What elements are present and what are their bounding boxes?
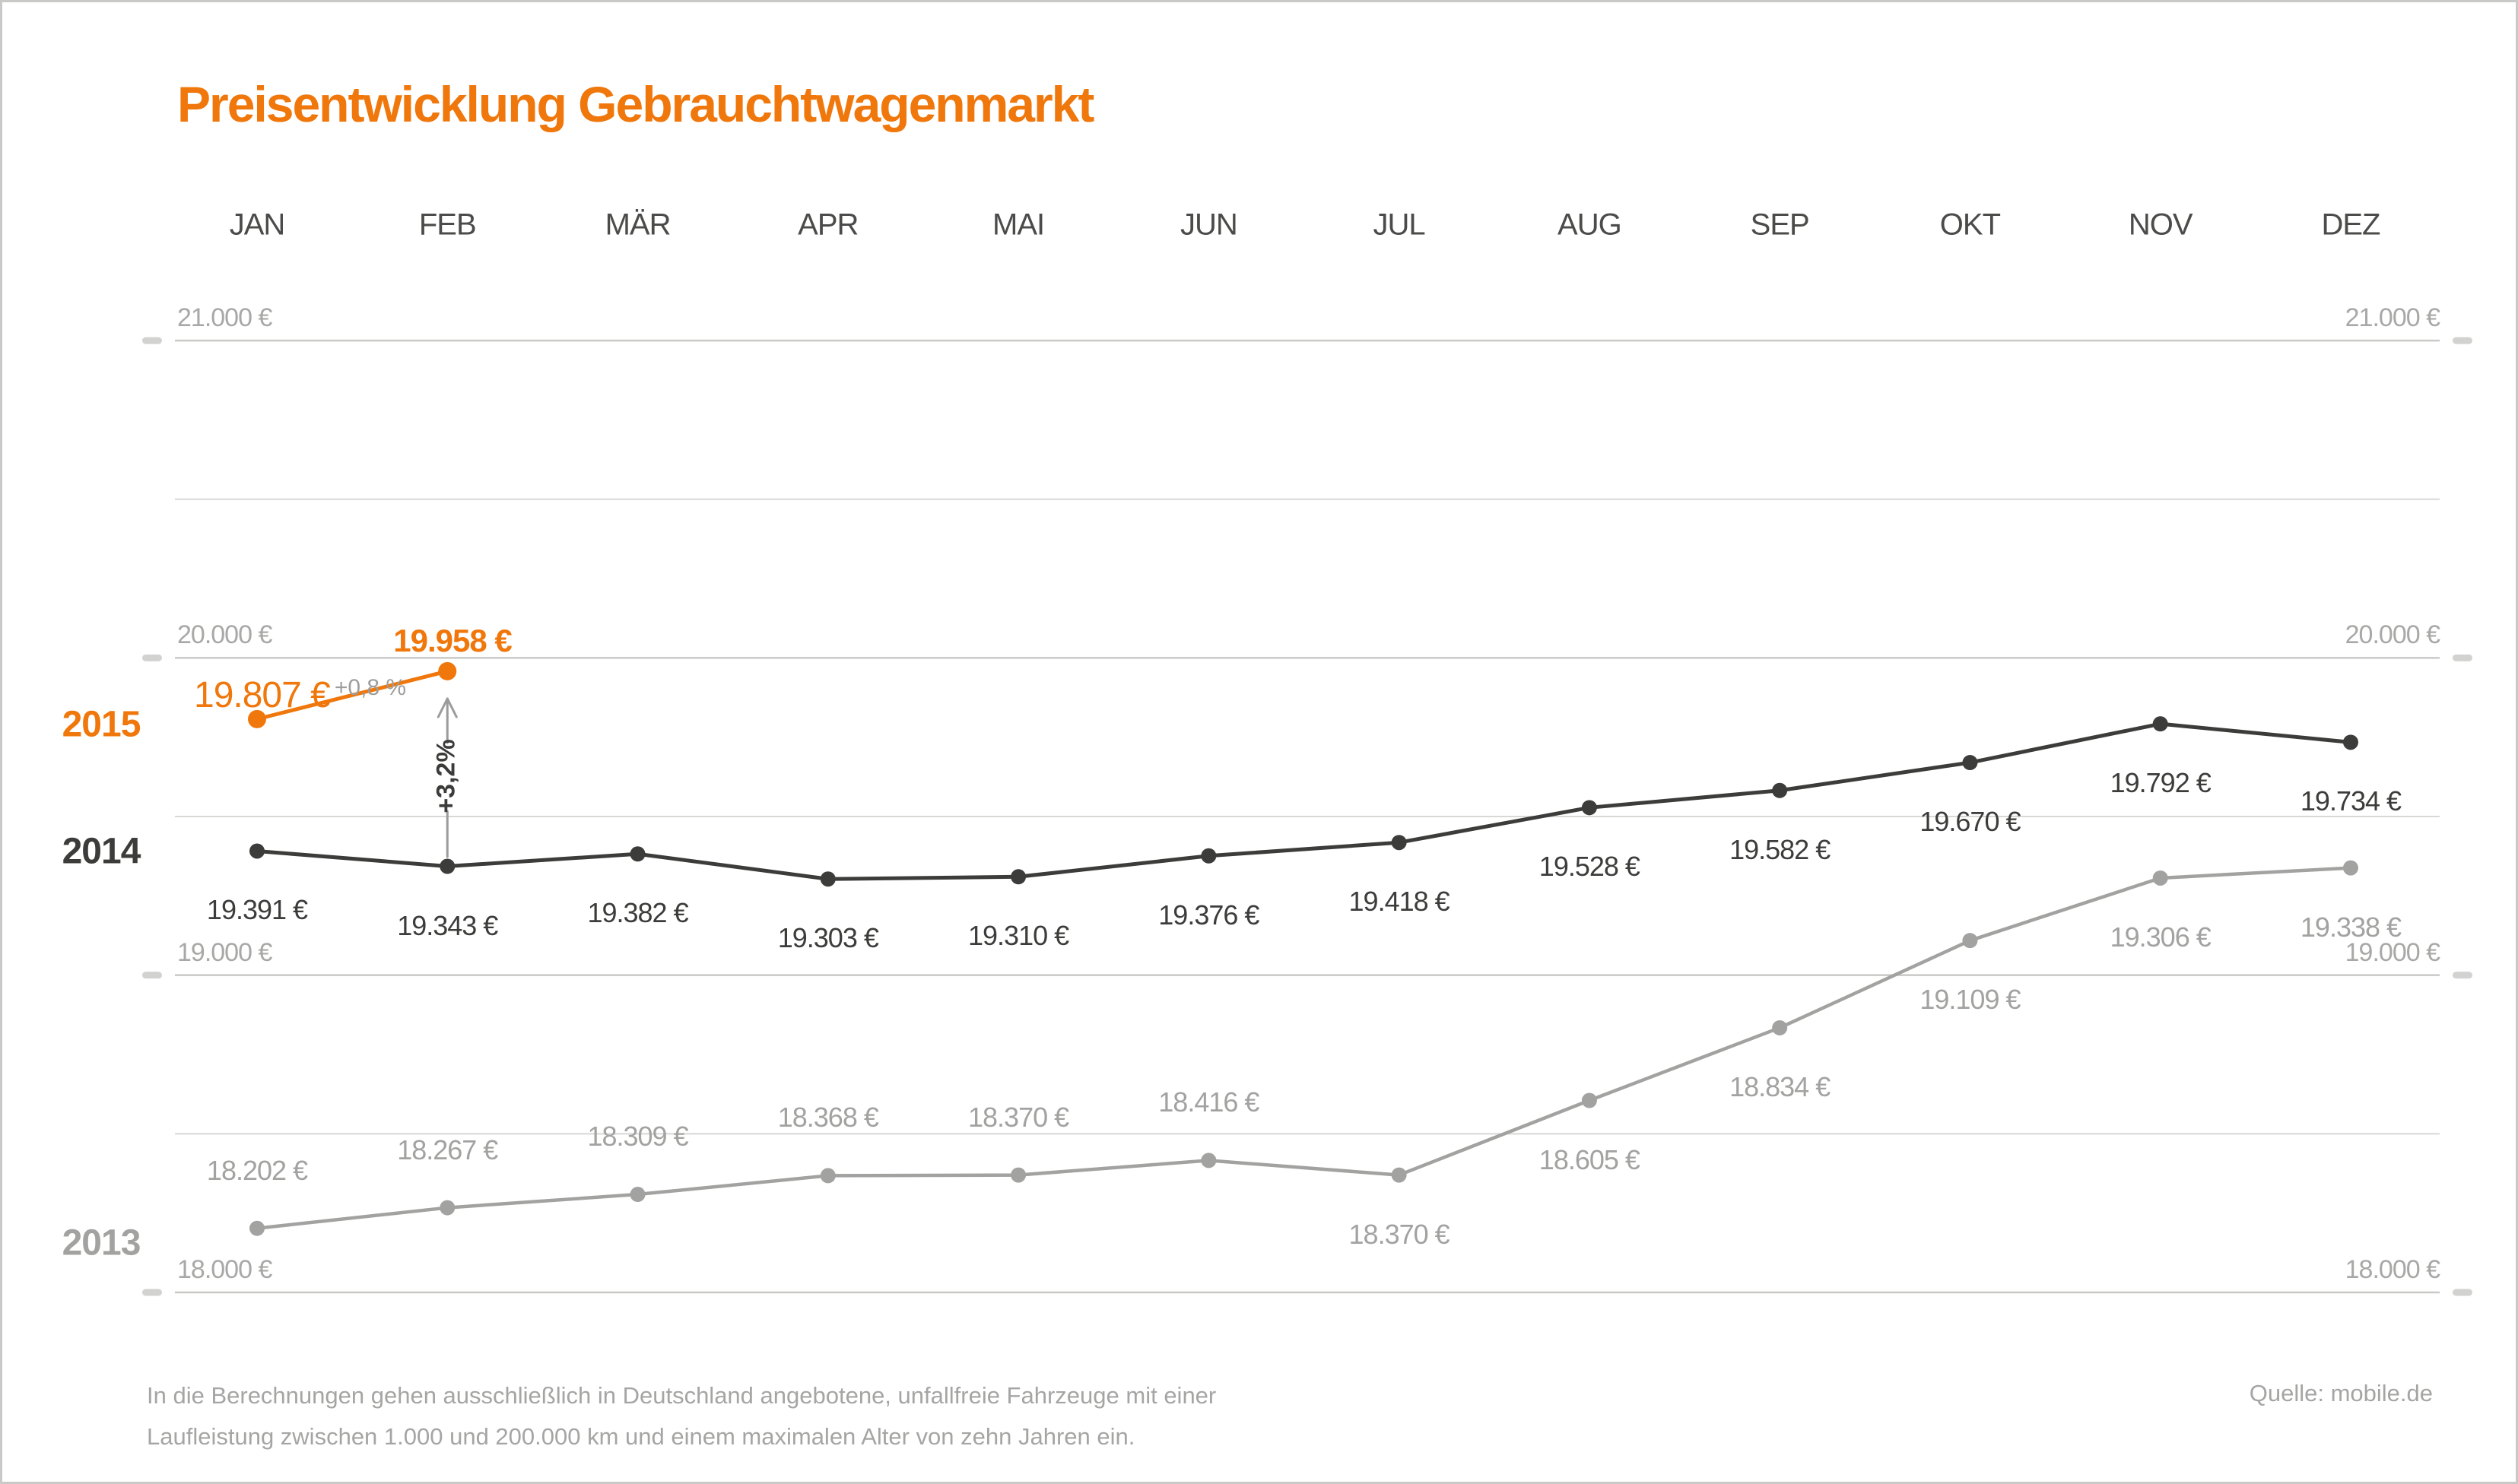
point-2014	[2342, 734, 2358, 750]
data-label-2013: 18.370 €	[1348, 1218, 1450, 1250]
month-label-okt: OKT	[1939, 208, 2001, 242]
point-2014	[1011, 869, 1027, 885]
axis-tick-left	[142, 337, 162, 344]
month-label-mär: MÄR	[605, 208, 672, 242]
line-2015	[255, 669, 449, 721]
data-label-2015-feb: 19.958 €	[393, 623, 512, 658]
footnote: In die Berechnungen gehen ausschließlich…	[147, 1375, 1216, 1457]
data-label-2013: 18.834 €	[1729, 1070, 1831, 1102]
axis-tick-right	[2453, 1289, 2472, 1296]
value-2015-jan: 19.807 €	[194, 675, 331, 715]
point-2013	[1391, 1167, 1407, 1183]
data-label-2013: 19.338 €	[2300, 911, 2402, 943]
line-2013	[255, 866, 2353, 1230]
month-label-apr: APR	[798, 208, 859, 242]
change-jan-feb-label: +0,8 %	[334, 675, 407, 700]
point-2013	[1201, 1153, 1217, 1168]
y-axis-label-right: 20.000 €	[2345, 620, 2440, 650]
month-label-feb: FEB	[418, 208, 477, 242]
data-label-2014: 19.418 €	[1348, 886, 1450, 918]
point-2013	[1772, 1019, 1788, 1035]
data-label-2014: 19.382 €	[587, 897, 688, 929]
y-axis-label-right: 19.000 €	[2345, 937, 2440, 967]
y-axis-label-left: 21.000 €	[177, 303, 272, 332]
data-label-2013: 18.605 €	[1538, 1143, 1640, 1175]
month-label-jan: JAN	[229, 208, 286, 242]
data-label-2014: 19.528 €	[1538, 851, 1640, 883]
point-2014	[249, 843, 265, 859]
data-label-2015-jan: 19.807 € +0,8 %	[194, 674, 406, 716]
source-label: Quelle: mobile.de	[2249, 1380, 2433, 1406]
data-label-2013: 18.202 €	[206, 1154, 308, 1186]
data-label-2014: 19.391 €	[206, 894, 308, 926]
point-2014	[1581, 800, 1597, 816]
month-label-sep: SEP	[1750, 208, 1810, 242]
data-label-2014: 19.792 €	[2110, 767, 2212, 799]
data-label-2013: 19.306 €	[2110, 921, 2212, 953]
series-label-2013: 2013	[62, 1222, 141, 1264]
y-axis-label-right: 18.000 €	[2345, 1255, 2440, 1284]
axis-tick-right	[2453, 654, 2472, 661]
data-label-2014: 19.582 €	[1729, 833, 1831, 865]
y-axis-label-left: 20.000 €	[177, 620, 272, 650]
data-label-2014: 19.376 €	[1158, 899, 1259, 931]
point-2014	[1962, 755, 1978, 771]
month-label-dez: DEZ	[2321, 208, 2380, 242]
yoy-arrow-head	[446, 697, 458, 718]
point-2013	[1011, 1167, 1027, 1183]
point-2013	[2152, 870, 2168, 886]
point-2014	[630, 846, 646, 862]
point-2015	[248, 709, 266, 728]
data-label-2013: 18.309 €	[587, 1121, 688, 1153]
data-label-2013: 19.109 €	[1919, 984, 2021, 1016]
series-label-2014: 2014	[62, 831, 141, 872]
axis-tick-right	[2453, 337, 2472, 344]
axis-tick-left	[142, 972, 162, 979]
month-label-mai: MAI	[992, 208, 1045, 242]
line-2014	[255, 721, 2353, 881]
month-label-jul: JUL	[1373, 208, 1426, 242]
chart-title: Preisentwicklung Gebrauchtwagenmarkt	[177, 76, 1094, 132]
month-label-jun: JUN	[1180, 208, 1238, 242]
y-axis-label-left: 18.000 €	[177, 1255, 272, 1284]
point-2014	[2152, 716, 2168, 732]
data-label-2014: 19.670 €	[1919, 806, 2021, 838]
point-2014	[440, 858, 456, 874]
axis-tick-left	[142, 1289, 162, 1296]
data-label-2014: 19.310 €	[968, 920, 1069, 952]
yoy-arrow-head	[437, 697, 449, 718]
point-2013	[2342, 860, 2358, 876]
axis-tick-right	[2453, 972, 2472, 979]
point-2014	[1201, 848, 1217, 864]
month-label-aug: AUG	[1557, 208, 1622, 242]
point-2014	[820, 871, 836, 887]
point-2013	[630, 1187, 646, 1203]
point-2014	[1391, 835, 1407, 851]
point-2013	[1962, 933, 1978, 949]
y-axis-label-left: 19.000 €	[177, 937, 272, 967]
data-label-2013: 18.368 €	[777, 1102, 879, 1134]
footnote-line2: Laufleistung zwischen 1.000 und 200.000 …	[147, 1423, 1135, 1450]
yoy-change-label: +3,2%	[431, 739, 461, 813]
axis-tick-left	[142, 654, 162, 661]
data-label-2013: 18.370 €	[968, 1101, 1069, 1133]
data-label-2014: 19.734 €	[2300, 785, 2402, 817]
footnote-line1: In die Berechnungen gehen ausschließlich…	[147, 1382, 1217, 1409]
month-label-nov: NOV	[2128, 208, 2193, 242]
series-label-2015: 2015	[62, 704, 141, 745]
data-label-2014: 19.343 €	[397, 909, 498, 941]
point-2013	[820, 1168, 836, 1184]
point-2013	[1581, 1092, 1597, 1108]
point-2013	[249, 1220, 265, 1236]
point-2013	[440, 1200, 456, 1216]
point-2015	[438, 661, 457, 680]
data-label-2013: 18.267 €	[397, 1134, 498, 1165]
y-axis-label-right: 21.000 €	[2345, 303, 2440, 332]
data-label-2013: 18.416 €	[1158, 1086, 1259, 1118]
point-2014	[1772, 782, 1788, 798]
data-label-2014: 19.303 €	[777, 922, 879, 954]
